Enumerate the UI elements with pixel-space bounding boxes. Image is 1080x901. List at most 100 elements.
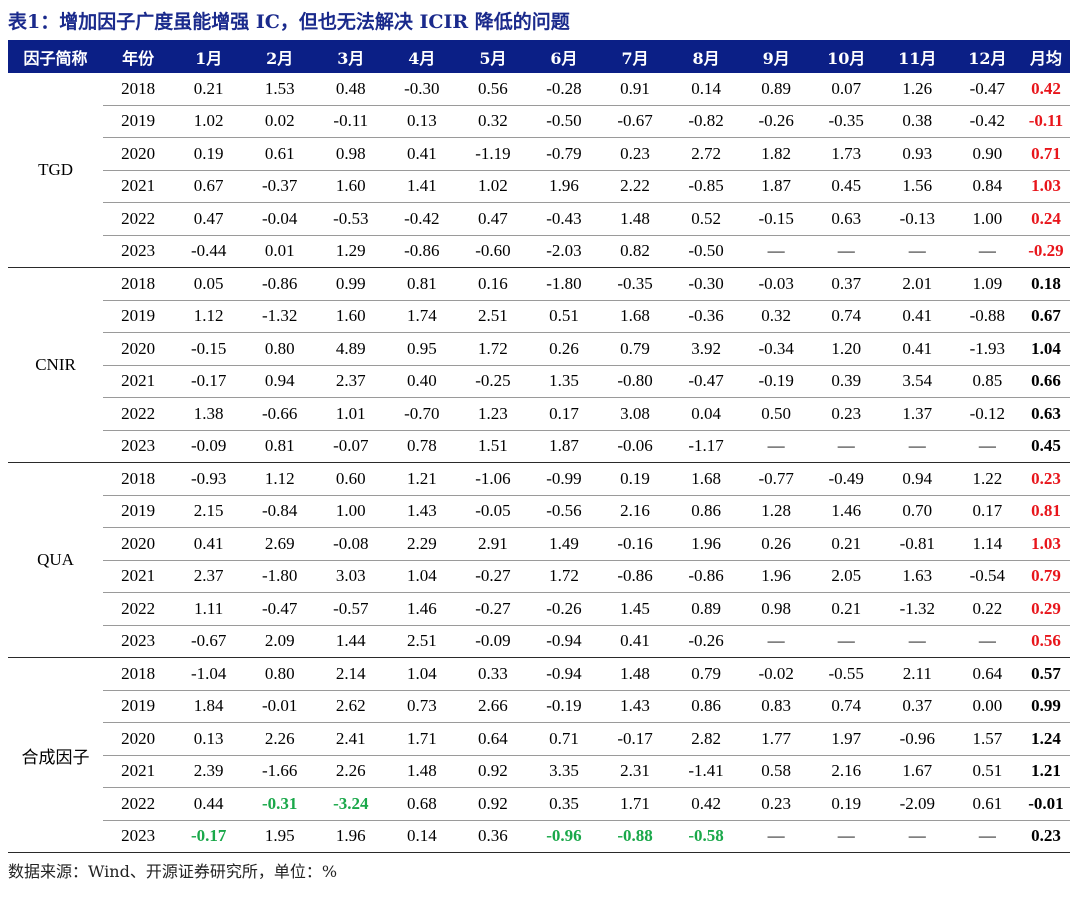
month-value: -0.05 [457, 495, 529, 528]
header-row: 因子简称 年份 1月 2月 3月 4月 5月 6月 7月 8月 9月 10月 11月 12月 月均 [8, 40, 1070, 73]
factor-name: TGD [8, 73, 104, 268]
month-value: 1.00 [952, 202, 1022, 236]
month-value: -0.35 [599, 267, 671, 301]
month-value: 1.96 [741, 560, 811, 593]
month-value: 2.37 [173, 560, 245, 593]
month-value: 1.72 [528, 560, 600, 593]
month-value: 0.73 [386, 690, 458, 723]
month-value: -0.17 [173, 365, 245, 398]
month-value: 1.12 [244, 462, 316, 496]
month-value: 0.91 [599, 73, 671, 106]
month-value: -1.19 [457, 137, 529, 171]
month-value: -0.16 [599, 527, 671, 561]
month-value: -0.47 [952, 73, 1022, 106]
table-row: 2020 0.13 2.26 2.41 1.71 0.64 0.71 -0.17 2.82 1.7… [8, 722, 1070, 756]
month-value: 0.05 [173, 267, 245, 301]
table-row: 合成因子 2018 -1.04 0.80 2.14 1.04 0.33 -0.94 1.48 0.… [8, 657, 1070, 853]
table-row: 2019 1.84 -0.01 2.62 0.73 2.66 -0.19 1.43 0.86 0.… [8, 690, 1070, 723]
month-value: 1.22 [952, 462, 1022, 496]
column-header: 8月 [670, 40, 742, 73]
month-value: 0.98 [741, 592, 811, 626]
month-value: 1.97 [810, 722, 882, 756]
month-value: 1.45 [599, 592, 671, 626]
table-title: 表1：增加因子广度虽能增强 IC，但也无法解决 ICIR 降低的问题 [8, 11, 570, 33]
month-value: 2.15 [173, 495, 245, 528]
month-value: — [881, 820, 953, 853]
month-value: -0.86 [244, 267, 316, 301]
month-value: -1.32 [881, 592, 953, 626]
month-value: 0.21 [810, 527, 882, 561]
month-value: 0.71 [528, 722, 600, 756]
year-cell: 2023 [103, 235, 174, 268]
month-value: 0.26 [528, 332, 600, 366]
month-value: -0.93 [173, 462, 245, 496]
month-value: 2.11 [881, 657, 953, 691]
table-row: 2019 1.02 0.02 -0.11 0.13 0.32 -0.50 -0.67 -0.82… [8, 105, 1070, 138]
month-value: -1.17 [670, 430, 742, 463]
month-value: -3.24 [315, 787, 387, 821]
column-header: 因子简称 [8, 40, 104, 73]
month-value: 1.29 [315, 235, 387, 268]
month-value: -0.42 [952, 105, 1022, 138]
monthly-average: 0.71 [1021, 137, 1070, 171]
month-value: -0.94 [528, 657, 600, 691]
month-value: 0.44 [173, 787, 245, 821]
year-cell: 2022 [103, 202, 174, 236]
column-header: 11月 [881, 40, 953, 73]
month-value: 0.93 [881, 137, 953, 171]
data-source-note: 数据来源：Wind、开源证券研究所，单位：% [8, 862, 338, 881]
month-value: -0.19 [528, 690, 600, 723]
month-value: 2.29 [386, 527, 458, 561]
year-cell: 2019 [103, 495, 174, 528]
monthly-average: 1.03 [1021, 527, 1070, 561]
month-value: -0.56 [528, 495, 600, 528]
month-value: 1.23 [457, 397, 529, 431]
month-value: -0.01 [244, 690, 316, 723]
year-cell: 2020 [103, 332, 174, 366]
month-value: 0.35 [528, 787, 600, 821]
month-value: -0.99 [528, 462, 600, 496]
month-value: 0.21 [173, 73, 245, 106]
year-cell: 2018 [103, 657, 174, 691]
month-value: 1.48 [386, 755, 458, 788]
month-value: 1.51 [457, 430, 529, 463]
month-value: 0.00 [952, 690, 1022, 723]
month-value: 0.82 [599, 235, 671, 268]
month-value: 0.17 [952, 495, 1022, 528]
table-row: TGD 2018 0.21 1.53 0.48 -0.30 0.56 -0.28 0.91 0.1… [8, 73, 1070, 268]
month-value: -0.13 [881, 202, 953, 236]
monthly-average: 0.23 [1021, 820, 1070, 853]
month-value: 0.26 [741, 527, 811, 561]
monthly-average: 1.24 [1021, 722, 1070, 756]
monthly-average: 0.63 [1021, 397, 1070, 431]
month-value: 1.20 [810, 332, 882, 366]
month-value: 1.77 [741, 722, 811, 756]
month-value: -0.26 [528, 592, 600, 626]
month-value: 2.26 [244, 722, 316, 756]
month-value: -0.06 [599, 430, 671, 463]
month-value: 1.71 [386, 722, 458, 756]
month-value: -0.09 [457, 625, 529, 658]
table-row: 2022 0.44 -0.31 -3.24 0.68 0.92 0.35 1.71 0.42 0.… [8, 787, 1070, 821]
month-value: -0.88 [599, 820, 671, 853]
month-value: 1.09 [952, 267, 1022, 301]
month-value: -0.86 [386, 235, 458, 268]
table-row: CNIR 2018 0.05 -0.86 0.99 0.81 0.16 -1.80 -0.35-… [8, 267, 1070, 463]
month-value: 0.86 [670, 495, 742, 528]
month-value: 2.14 [315, 657, 387, 691]
month-value: — [741, 820, 811, 853]
year-cell: 2019 [103, 300, 174, 333]
column-header: 6月 [528, 40, 600, 73]
month-value: 0.14 [386, 820, 458, 853]
year-cell: 2023 [103, 625, 174, 658]
table-row: 2023 -0.44 0.01 1.29 -0.86 -0.60 -2.03 0.82 -0.5… [8, 235, 1070, 268]
month-value: 0.47 [173, 202, 245, 236]
column-header: 9月 [741, 40, 811, 73]
month-value: 0.74 [810, 690, 882, 723]
table-row: 2021 2.39 -1.66 2.26 1.48 0.92 3.35 2.31 -1.41 0.… [8, 755, 1070, 788]
month-value: 0.94 [881, 462, 953, 496]
monthly-average: 1.04 [1021, 332, 1070, 366]
month-value: — [952, 625, 1022, 658]
month-value: 2.51 [457, 300, 529, 333]
month-value: 1.96 [528, 170, 600, 203]
